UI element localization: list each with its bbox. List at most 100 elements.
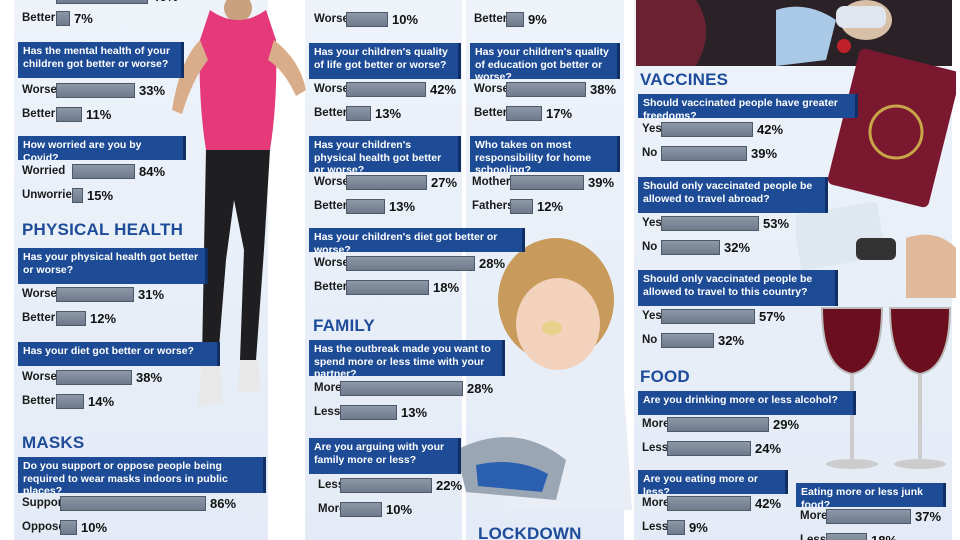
bar-value-13-0: 38% [590, 82, 617, 97]
bar-label-8-0: Worse [314, 176, 349, 188]
question-14: Who takes on most responsibility for hom… [470, 136, 620, 172]
bar-label-15-0: Yes [642, 123, 662, 135]
bar-label-3-1: Better [22, 312, 56, 324]
question-18: Are you drinking more or less alcohol? [638, 391, 856, 415]
bar-15-1 [661, 146, 747, 161]
bar-label-9-0: Worse [314, 257, 349, 269]
question-19: Are you eating more or less? [638, 470, 788, 494]
bar-20-1 [826, 533, 867, 540]
bar-5-1 [60, 520, 77, 535]
bar-label-5-0: Support [22, 497, 67, 509]
bar-label-0-1: Better [22, 12, 56, 24]
bar-value-2-0: 84% [139, 164, 166, 179]
section-title-masks: MASKS [22, 433, 85, 452]
bar-11-0 [340, 478, 432, 493]
bar-14-1 [510, 199, 533, 214]
child-eating-crisps-image [456, 238, 632, 510]
vaccination-photo [636, 0, 952, 66]
bar-label-8-1: Better [314, 200, 348, 212]
bar-value-19-0: 42% [755, 496, 782, 511]
bar-17-1 [661, 333, 714, 348]
bar-10-1 [340, 405, 397, 420]
bar-label-9-1: Better [314, 281, 348, 293]
bar-label-4-0: Worse [22, 371, 57, 383]
question-4: Has your diet got better or worse? [18, 342, 220, 366]
bar-value-20-1: 18% [871, 533, 897, 540]
bar-label-18-1: Less [642, 442, 669, 454]
bar-label-1-0: Worse [22, 84, 57, 96]
bar-7-0 [346, 82, 426, 97]
bar-label-1-1: Better [22, 108, 56, 120]
bar-value-3-0: 31% [138, 287, 165, 302]
bar-value-4-1: 14% [88, 394, 115, 409]
bar-value-0-1: 7% [74, 11, 93, 26]
runner-woman-image [172, 0, 306, 406]
section-title-family: FAMILY [313, 316, 375, 335]
bar-label-13-1: Better [474, 107, 508, 119]
bar-label-20-1: Less [800, 534, 827, 540]
bar-10-0 [340, 381, 463, 396]
bar-value-7-0: 42% [430, 82, 457, 97]
bar-label-6-0: Worse [314, 13, 349, 25]
bar-3-0 [56, 287, 134, 302]
bar-value-2-1: 15% [87, 188, 114, 203]
bar-label-14-0: Mothers [472, 176, 517, 188]
bar-13-1 [506, 106, 542, 121]
bar-value-15-1: 39% [751, 146, 778, 161]
bar-0-0 [56, 0, 148, 4]
bar-13-0 [506, 82, 586, 97]
bar-value-9-1: 18% [433, 280, 460, 295]
bar-value-12-0: 9% [528, 12, 547, 27]
bar-15-0 [661, 122, 753, 137]
bar-value-14-1: 12% [537, 199, 564, 214]
bar-value-5-0: 86% [210, 496, 237, 511]
bar-8-0 [346, 175, 427, 190]
bar-value-10-0: 28% [467, 381, 494, 396]
bar-1-0 [56, 83, 135, 98]
bar-value-16-0: 53% [763, 216, 790, 231]
bar-18-1 [667, 441, 751, 456]
section-title-food: FOOD [640, 367, 690, 386]
bar-label-16-0: Yes [642, 217, 662, 229]
question-17: Should only vaccinated people be allowed… [638, 270, 838, 306]
bar-label-14-1: Fathers [472, 200, 514, 212]
bar-label-7-1: Better [314, 107, 348, 119]
bar-value-5-1: 10% [81, 520, 108, 535]
bar-9-1 [346, 280, 429, 295]
passport-and-licence-image [796, 48, 956, 298]
bar-label-19-1: Less [642, 521, 669, 533]
question-10: Has the outbreak made you want to spend … [309, 340, 505, 376]
bar-value-8-1: 13% [389, 199, 416, 214]
bar-8-1 [346, 199, 385, 214]
bar-label-18-0: More [642, 418, 670, 430]
bar-label-0-0: Worse [22, 0, 57, 2]
question-7: Has your children's quality of life got … [309, 43, 461, 79]
bar-19-0 [667, 496, 751, 511]
bar-value-7-1: 13% [375, 106, 402, 121]
bar-value-18-0: 29% [773, 417, 800, 432]
bar-value-14-0: 39% [588, 175, 615, 190]
section-title-vaccines: VACCINES [640, 70, 729, 89]
bar-4-1 [56, 394, 84, 409]
bar-label-16-1: No [642, 241, 658, 253]
bar-label-19-0: More [642, 497, 670, 509]
question-20: Eating more or less junk food? [796, 483, 946, 507]
bar-label-11-0: Less [318, 479, 345, 491]
bar-16-0 [661, 216, 759, 231]
bar-label-7-0: Worse [314, 83, 349, 95]
bar-3-1 [56, 311, 86, 326]
bar-value-11-0: 22% [436, 478, 463, 493]
question-11: Are you arguing with your family more or… [309, 438, 461, 474]
bar-12-0 [506, 12, 524, 27]
bar-value-16-1: 32% [724, 240, 751, 255]
question-8: Has your children's physical health got … [309, 136, 461, 172]
bar-label-12-0: Better [474, 13, 508, 25]
bar-value-13-1: 17% [546, 106, 573, 121]
bar-19-1 [667, 520, 685, 535]
question-15: Should vaccinated people have greater fr… [638, 94, 858, 118]
bar-value-17-0: 57% [759, 309, 786, 324]
bar-value-6-0: 10% [392, 12, 419, 27]
bar-label-17-1: No [642, 334, 658, 346]
bar-7-1 [346, 106, 371, 121]
bar-label-3-0: Worse [22, 288, 57, 300]
